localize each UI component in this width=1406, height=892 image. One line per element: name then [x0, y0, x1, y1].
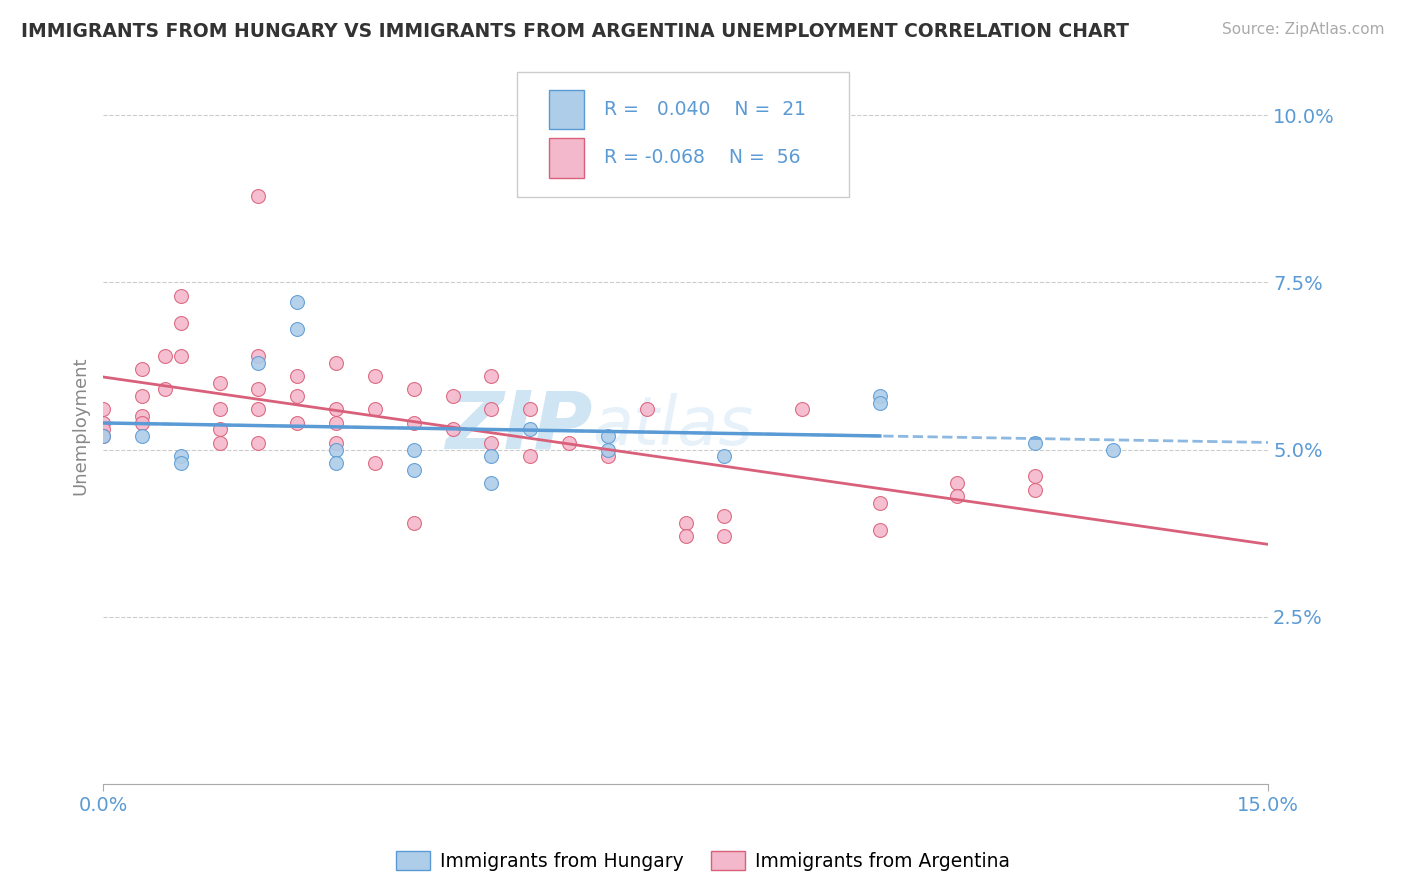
Point	[285, 416, 308, 430]
Point	[1024, 469, 1046, 483]
Point	[713, 449, 735, 463]
Point	[131, 362, 153, 376]
Point	[869, 496, 891, 510]
Point	[170, 456, 193, 470]
Point	[170, 449, 193, 463]
Point	[208, 402, 231, 417]
FancyBboxPatch shape	[550, 89, 585, 129]
Point	[519, 422, 541, 436]
Point	[402, 516, 425, 530]
Point	[364, 402, 387, 417]
Point	[325, 456, 347, 470]
Text: Source: ZipAtlas.com: Source: ZipAtlas.com	[1222, 22, 1385, 37]
Point	[481, 449, 503, 463]
Point	[325, 402, 347, 417]
Point	[208, 376, 231, 390]
Point	[131, 416, 153, 430]
Point	[869, 523, 891, 537]
Point	[364, 456, 387, 470]
Point	[519, 402, 541, 417]
Point	[247, 356, 270, 370]
Point	[596, 429, 619, 443]
Point	[364, 369, 387, 384]
Point	[91, 429, 114, 443]
Point	[247, 349, 270, 363]
Point	[91, 402, 114, 417]
Point	[131, 389, 153, 403]
Point	[247, 383, 270, 397]
Point	[325, 356, 347, 370]
Point	[519, 449, 541, 463]
Point	[675, 516, 697, 530]
Legend: Immigrants from Hungary, Immigrants from Argentina: Immigrants from Hungary, Immigrants from…	[389, 843, 1017, 878]
Point	[208, 422, 231, 436]
Point	[481, 402, 503, 417]
Point	[946, 489, 969, 503]
Point	[155, 349, 177, 363]
Point	[675, 529, 697, 543]
Point	[131, 409, 153, 423]
Point	[402, 416, 425, 430]
Point	[441, 389, 464, 403]
Point	[285, 322, 308, 336]
Point	[596, 449, 619, 463]
Point	[792, 402, 814, 417]
Point	[713, 529, 735, 543]
Point	[285, 389, 308, 403]
Point	[402, 462, 425, 476]
Point	[1101, 442, 1123, 457]
Point	[713, 509, 735, 524]
Point	[285, 295, 308, 310]
Point	[325, 435, 347, 450]
Point	[131, 429, 153, 443]
Point	[402, 442, 425, 457]
Text: ZIP: ZIP	[446, 387, 592, 465]
Text: atlas: atlas	[592, 393, 754, 459]
Point	[481, 369, 503, 384]
Point	[208, 435, 231, 450]
FancyBboxPatch shape	[550, 138, 585, 178]
Text: IMMIGRANTS FROM HUNGARY VS IMMIGRANTS FROM ARGENTINA UNEMPLOYMENT CORRELATION CH: IMMIGRANTS FROM HUNGARY VS IMMIGRANTS FR…	[21, 22, 1129, 41]
Point	[325, 416, 347, 430]
Point	[481, 435, 503, 450]
Point	[91, 429, 114, 443]
FancyBboxPatch shape	[517, 72, 849, 197]
Text: R = -0.068    N =  56: R = -0.068 N = 56	[605, 148, 800, 168]
Point	[946, 475, 969, 490]
Point	[325, 442, 347, 457]
Point	[558, 435, 581, 450]
Point	[155, 383, 177, 397]
Point	[170, 289, 193, 303]
Point	[1024, 435, 1046, 450]
Point	[441, 422, 464, 436]
Point	[1024, 483, 1046, 497]
Point	[91, 416, 114, 430]
Point	[170, 349, 193, 363]
Point	[247, 402, 270, 417]
Y-axis label: Unemployment: Unemployment	[72, 357, 89, 495]
Point	[170, 316, 193, 330]
Point	[285, 369, 308, 384]
Point	[247, 435, 270, 450]
Point	[869, 389, 891, 403]
Point	[247, 188, 270, 202]
Point	[91, 422, 114, 436]
Point	[596, 442, 619, 457]
Point	[402, 383, 425, 397]
Point	[869, 396, 891, 410]
Point	[481, 475, 503, 490]
Text: R =   0.040    N =  21: R = 0.040 N = 21	[605, 100, 806, 119]
Point	[636, 402, 658, 417]
